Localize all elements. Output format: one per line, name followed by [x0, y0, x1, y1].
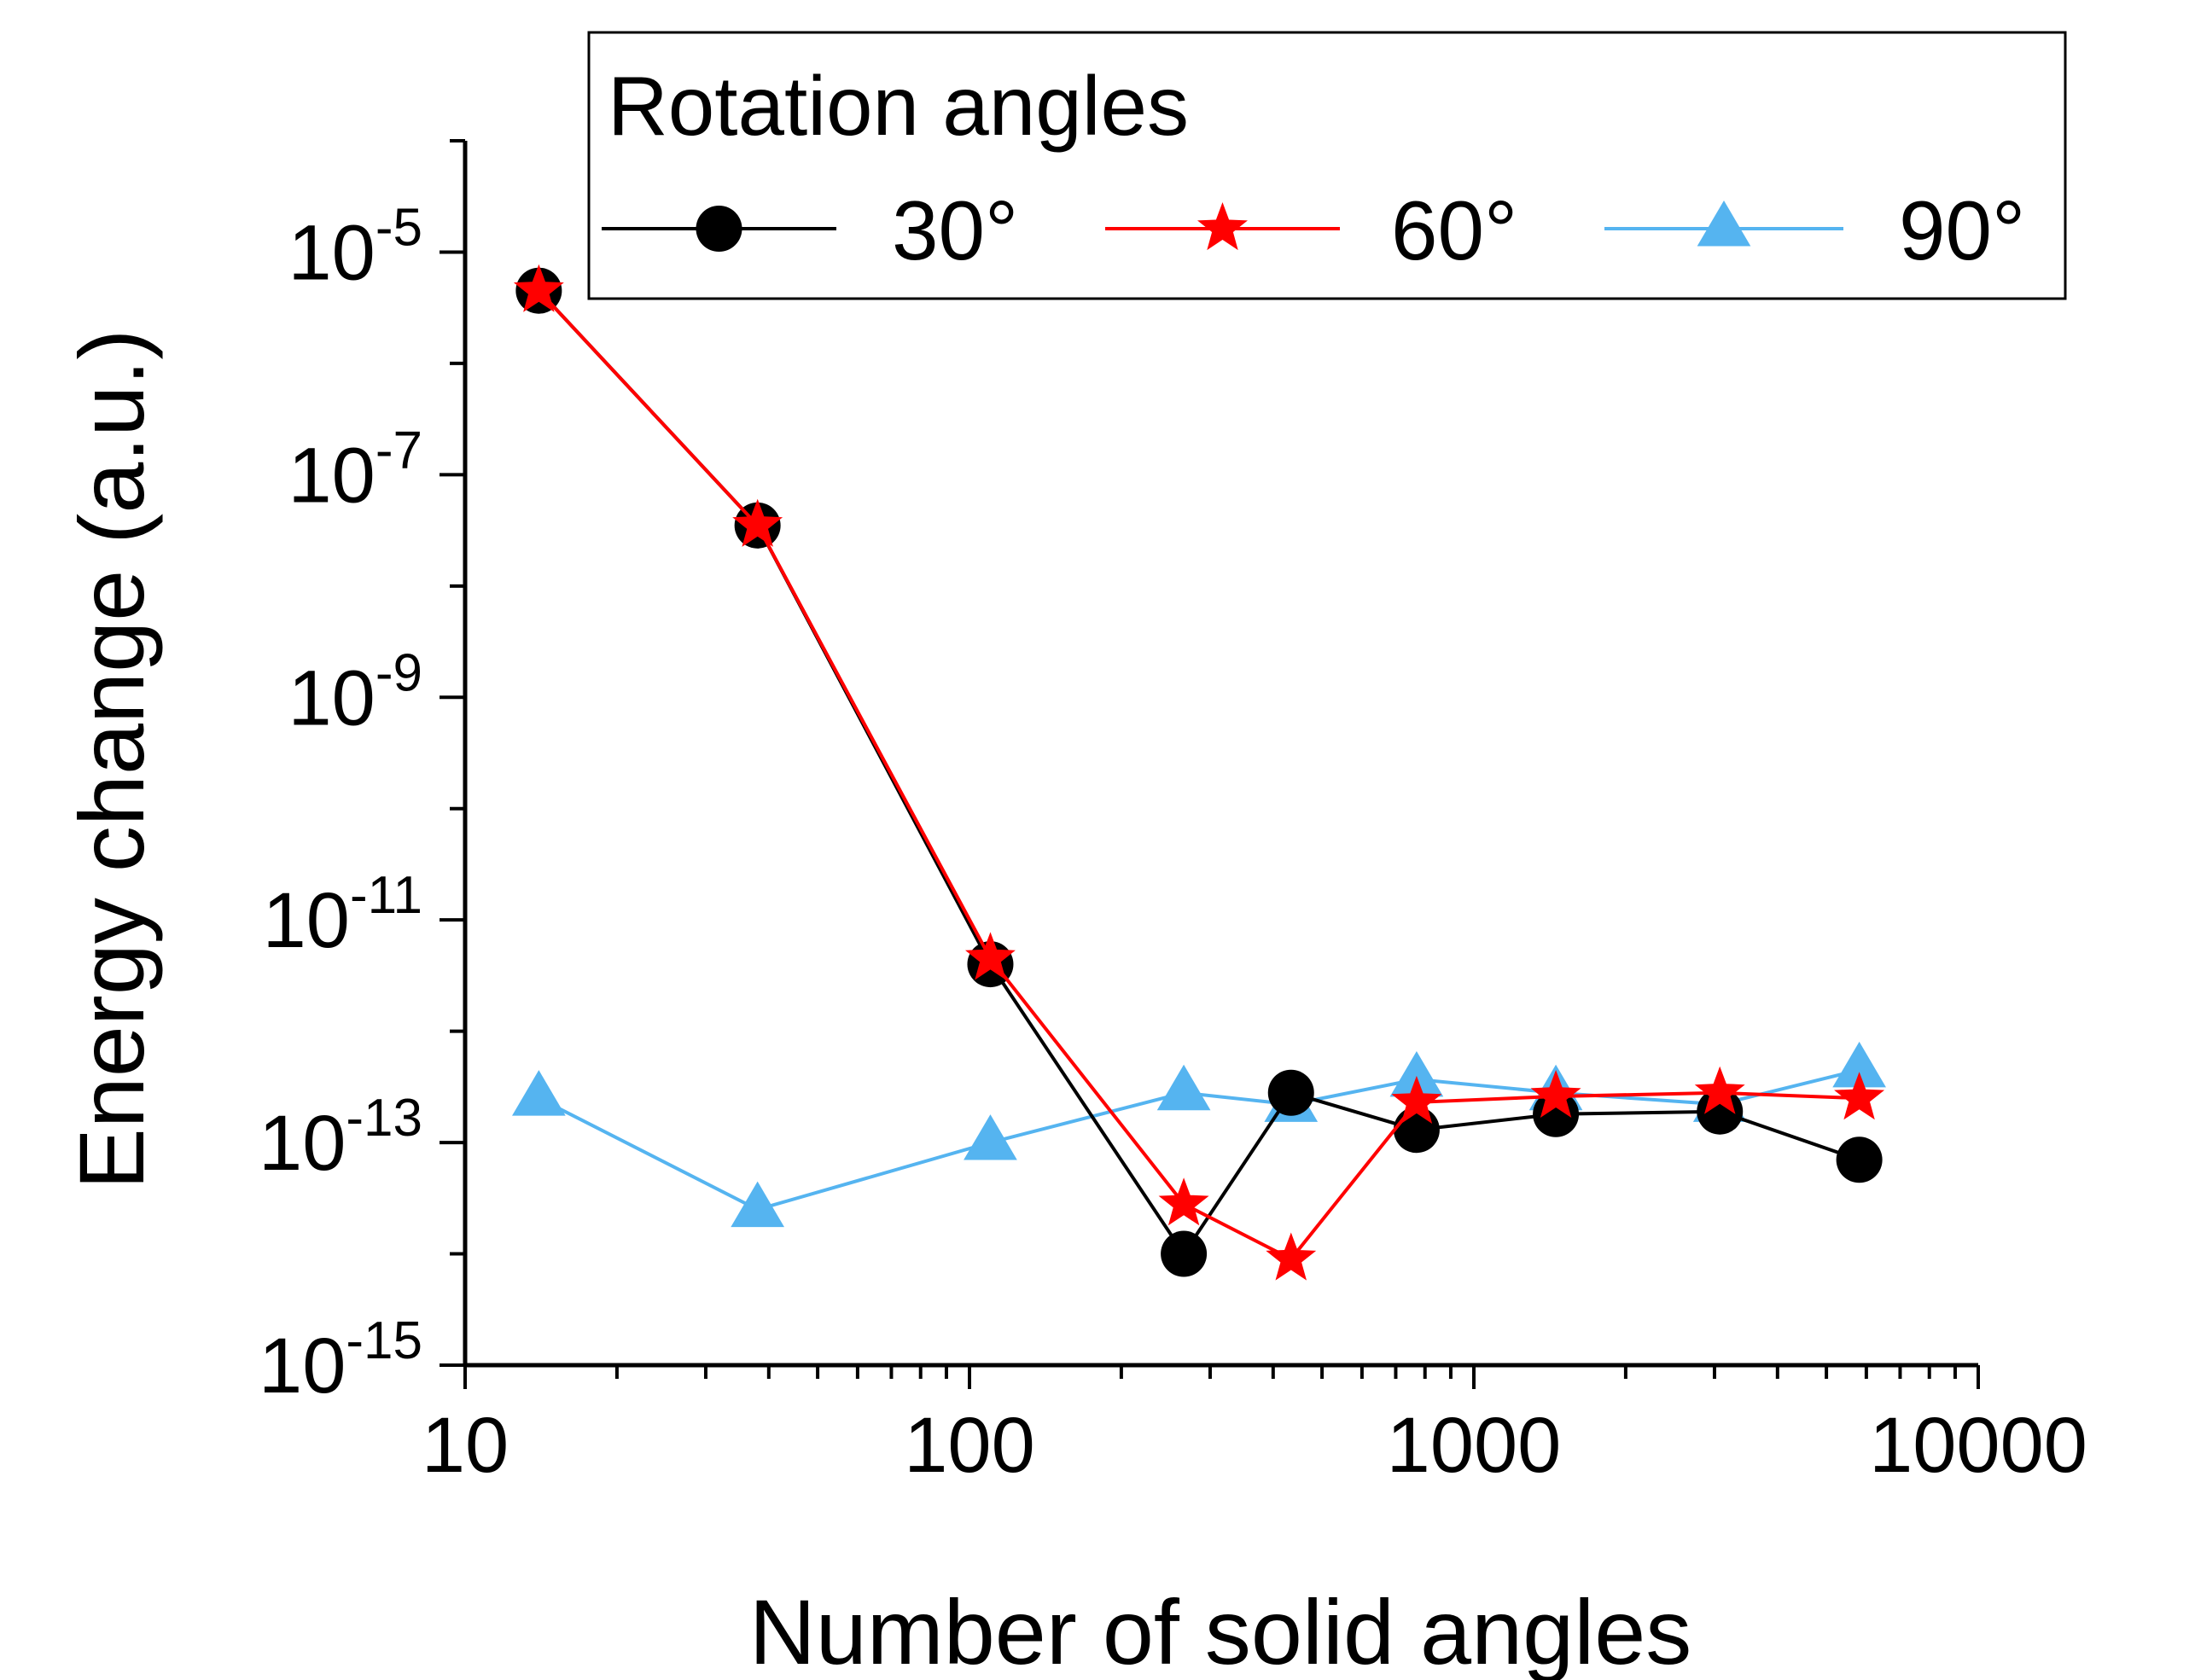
legend-entry: 30° — [602, 183, 1018, 277]
data-point — [964, 1114, 1017, 1160]
series-circle — [515, 267, 1883, 1277]
legend-title: Rotation angles — [608, 59, 1189, 153]
data-point — [1393, 1107, 1440, 1154]
y-axis-title: Energy change (a.u.) — [60, 329, 163, 1190]
x-tick-label: 10000 — [1869, 1402, 2087, 1489]
data-point — [965, 932, 1016, 980]
y-tick-label: 10-5 — [288, 198, 422, 296]
data-point — [1533, 1090, 1580, 1137]
legend-marker — [1697, 201, 1751, 247]
y-tick-label: 10-15 — [259, 1311, 422, 1410]
data-point — [512, 1070, 566, 1116]
y-tick-label: 10-11 — [263, 866, 422, 964]
legend-entry: 90° — [1604, 183, 2025, 277]
legend: Rotation angles 30° 60° 90° — [587, 31, 2067, 300]
y-tick-label: 10-7 — [288, 421, 422, 519]
legend-label: 30° — [892, 183, 1018, 277]
data-point — [1836, 1136, 1883, 1183]
data-point — [1158, 1177, 1209, 1226]
data-point — [1266, 1232, 1317, 1281]
legend-entry: 60° — [1105, 183, 1517, 277]
x-tick-label: 10 — [422, 1402, 509, 1489]
legend-marker — [1197, 202, 1248, 251]
x-tick-label: 1000 — [1387, 1402, 1562, 1489]
data-point — [731, 1181, 785, 1228]
data-point — [732, 498, 783, 547]
x-axis-title: Number of solid angles — [749, 1580, 1692, 1680]
legend-label: 90° — [1899, 183, 2025, 277]
series-layer — [512, 264, 1886, 1281]
y-tick-label: 10-9 — [288, 643, 422, 741]
x-tick-label: 100 — [904, 1402, 1035, 1489]
data-point — [1694, 1066, 1745, 1114]
data-point — [1389, 1050, 1444, 1097]
legend-box — [587, 31, 2067, 300]
data-point — [1832, 1041, 1886, 1088]
series-star — [513, 264, 1885, 1281]
axes: 10 100 1000 10000 10-5 10-7 10-9 10-11 10-13 10-1… — [259, 139, 2087, 1489]
data-point — [1267, 1069, 1314, 1116]
data-point — [513, 264, 564, 312]
data-point — [1530, 1070, 1581, 1118]
data-point — [1391, 1075, 1442, 1124]
legend-marker — [696, 206, 742, 252]
y-tick-label: 10-13 — [259, 1089, 422, 1187]
data-point — [1834, 1072, 1885, 1120]
data-point — [1161, 1230, 1208, 1277]
legend-label: 60° — [1391, 183, 1517, 277]
data-point — [1156, 1064, 1211, 1111]
